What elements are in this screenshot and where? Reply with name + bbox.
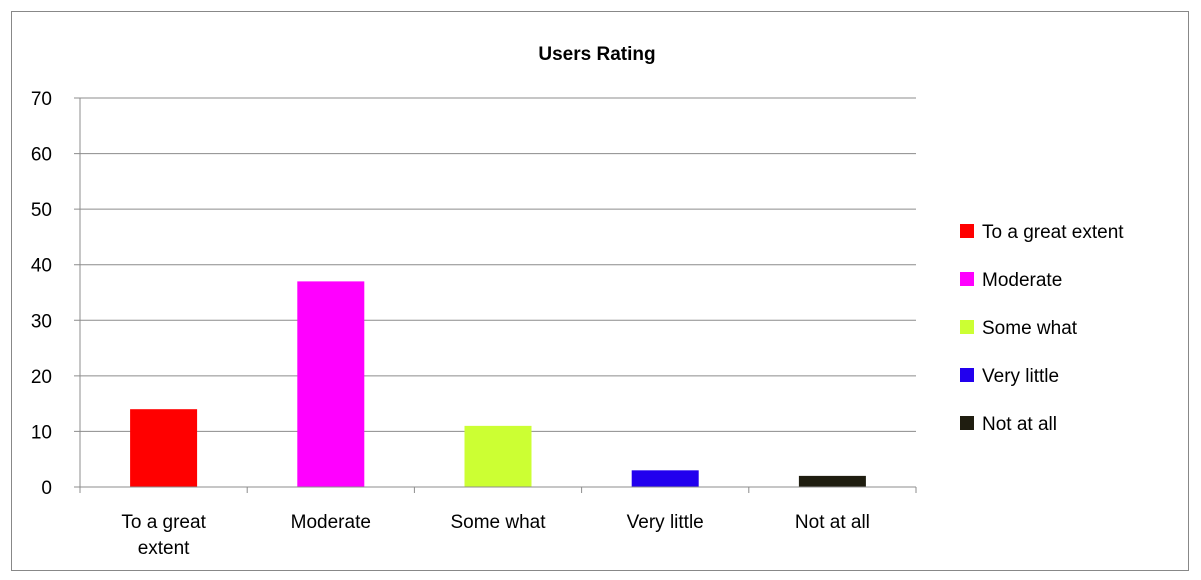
x-axis-labels: To a great extent Moderate Some what Very li… [121, 512, 870, 559]
x-tick-label: Some what [450, 512, 546, 533]
x-tick-label: To a great extent [121, 512, 206, 559]
x-tick-label: Very little [627, 512, 704, 533]
x-tick-label: Not at all [795, 512, 870, 533]
y-tick-label: 60 [31, 145, 52, 166]
y-tick-label: 40 [31, 256, 52, 277]
chart-title: Users Rating [538, 44, 655, 65]
y-tick-label: 70 [31, 89, 52, 110]
y-axis-ticks: 0 10 20 30 40 50 60 70 [31, 89, 52, 499]
legend-swatch [960, 368, 974, 382]
bars [130, 281, 866, 487]
x-axis [74, 98, 917, 493]
legend-item: Very little [960, 366, 1059, 387]
bar-5 [798, 475, 866, 487]
legend-label: Very little [982, 366, 1059, 387]
bar-1 [130, 409, 198, 487]
legend-item: Moderate [960, 270, 1062, 291]
y-tick-label: 10 [31, 422, 52, 443]
legend-swatch [960, 320, 974, 334]
legend-item: Some what [960, 318, 1078, 339]
legend-label: Not at all [982, 414, 1057, 435]
legend-swatch [960, 272, 974, 286]
y-tick-label: 20 [31, 367, 52, 388]
legend-label: Moderate [982, 270, 1062, 291]
legend-label: To a great extent [982, 222, 1124, 243]
legend-item: To a great extent [960, 222, 1124, 243]
x-tick-label: Moderate [291, 512, 371, 533]
legend-swatch [960, 224, 974, 238]
y-tick-label: 30 [31, 311, 52, 332]
legend: To a great extent Moderate Some what Very l… [960, 222, 1124, 435]
bar-3 [464, 425, 532, 487]
y-tick-label: 0 [41, 478, 52, 499]
y-tick-label: 50 [31, 200, 52, 221]
legend-item: Not at all [960, 414, 1057, 435]
grid-lines [74, 97, 916, 432]
bar-2 [297, 281, 365, 487]
legend-label: Some what [982, 318, 1078, 339]
chart-frame [11, 11, 1189, 571]
bar-4 [631, 470, 699, 487]
legend-swatch [960, 416, 974, 430]
